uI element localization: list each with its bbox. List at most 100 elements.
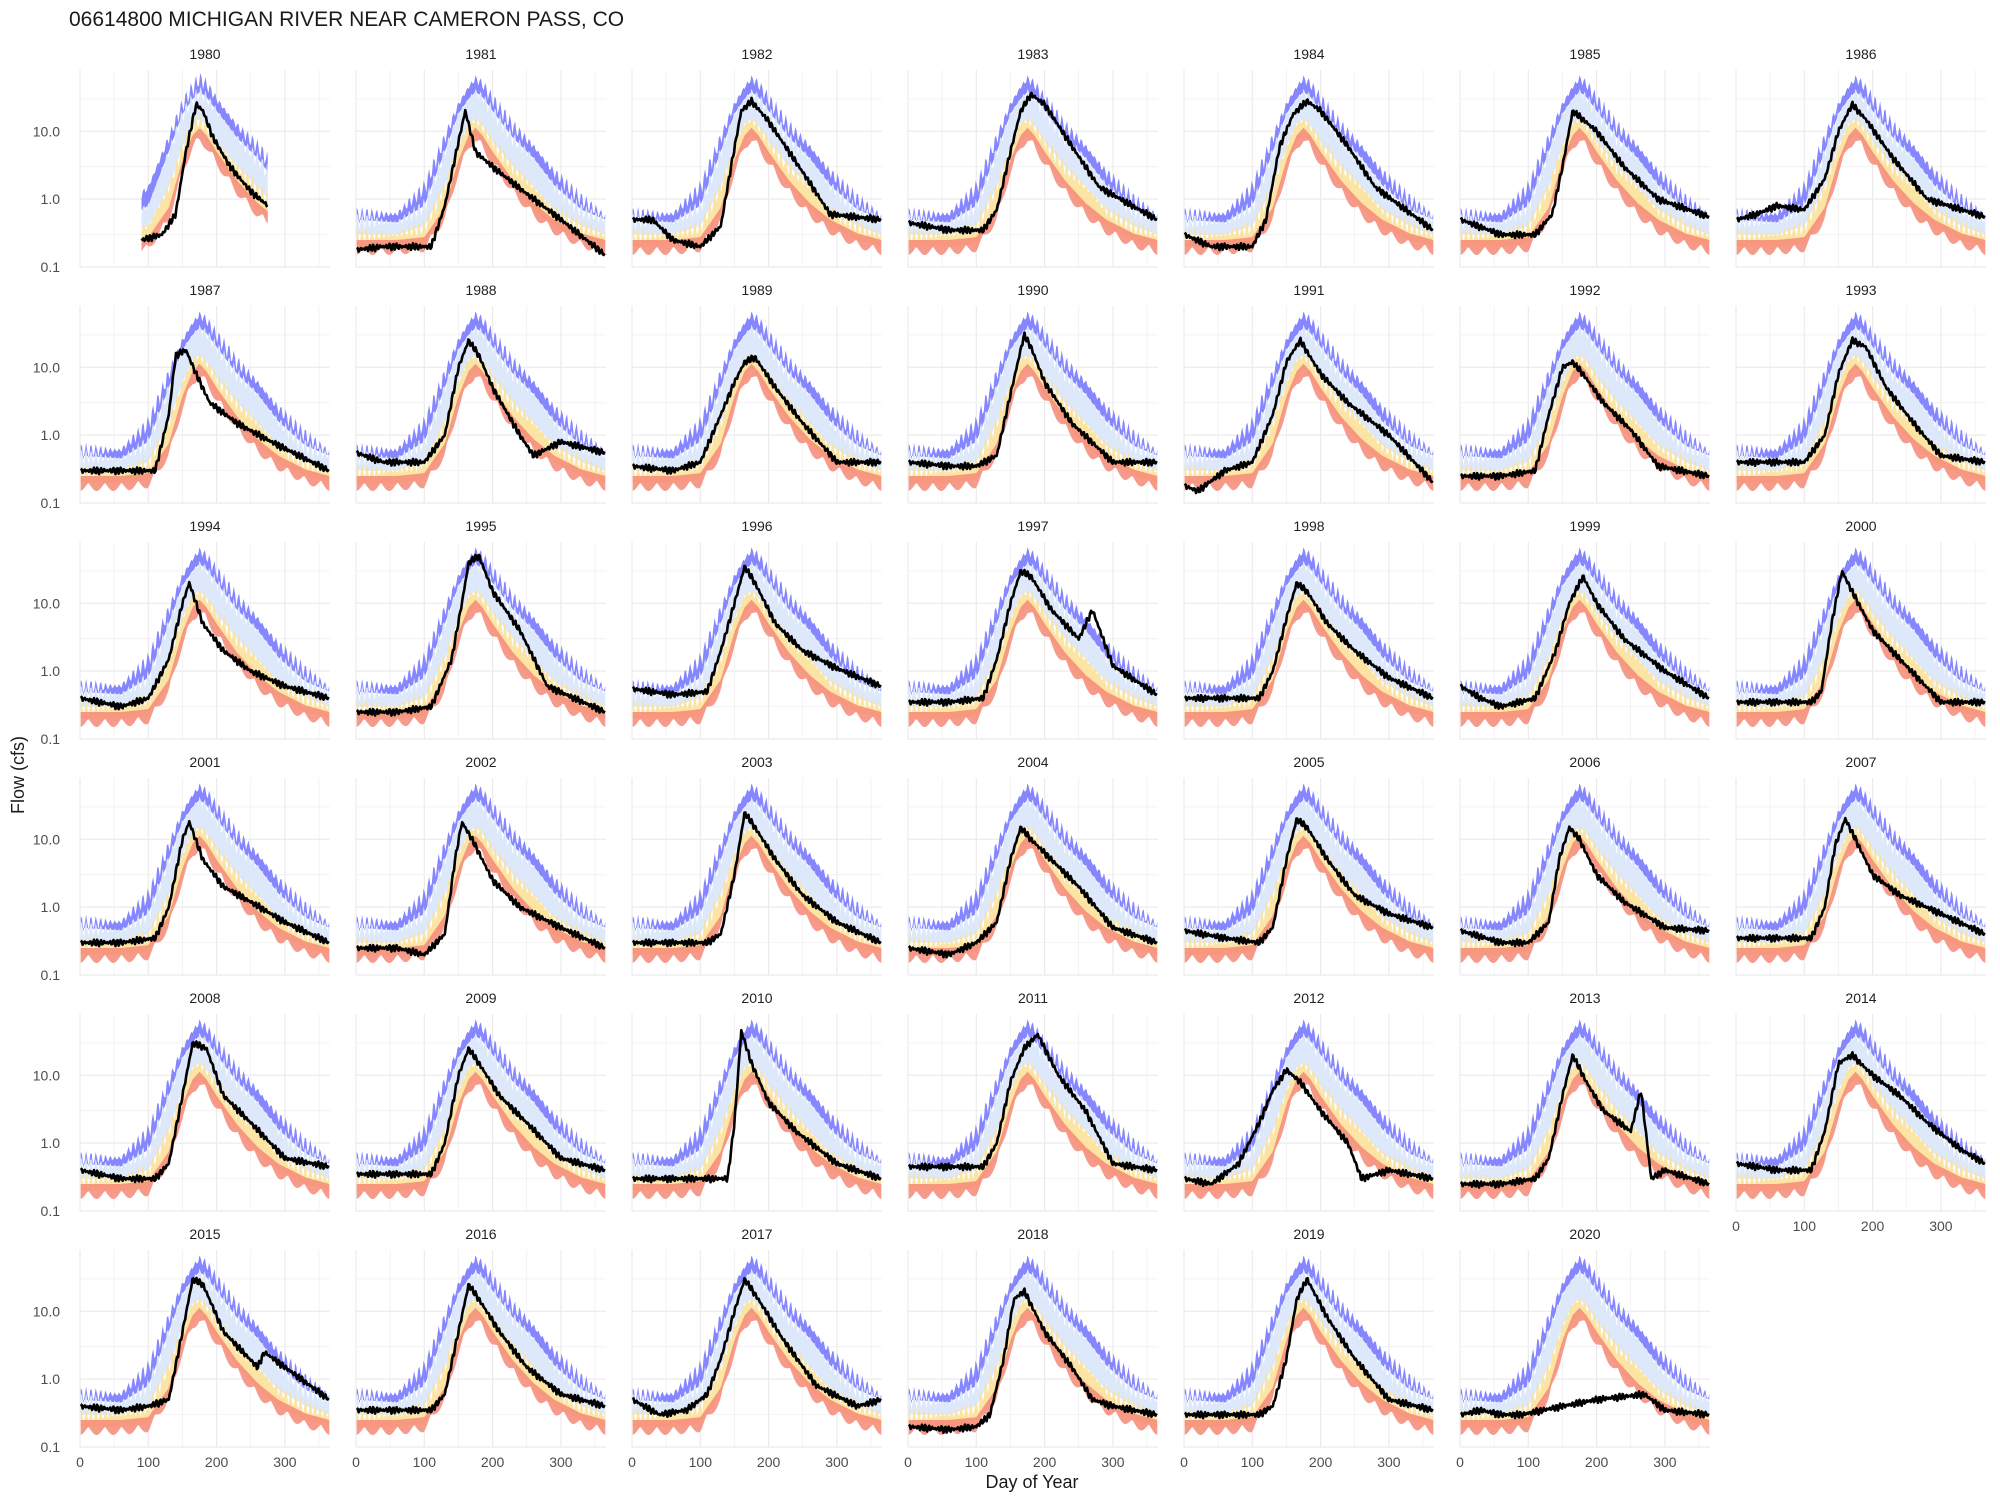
facet-strip-label: 2005 xyxy=(1293,754,1324,770)
facet-panel-1999: 1999 xyxy=(1459,518,1710,740)
facet-panel-1982: 1982 xyxy=(631,46,882,268)
facet-strip-label: 2002 xyxy=(465,754,496,770)
facet-strip-label: 1995 xyxy=(465,518,496,534)
band-high xyxy=(908,324,1158,471)
facet-panel-2018: 2018 0 100 200 300 xyxy=(904,1226,1158,1470)
facet-strip-label: 1980 xyxy=(189,46,220,62)
facet-panel-2012: 2012 xyxy=(1183,990,1434,1212)
x-tick-label: 100 xyxy=(1517,1454,1541,1470)
band-high xyxy=(356,88,606,235)
observed-flow-line-1990 xyxy=(907,331,1158,471)
x-tick-label: 300 xyxy=(549,1454,573,1470)
facet-strip-label: 1990 xyxy=(1017,282,1048,298)
band-high xyxy=(80,324,330,471)
facet-panel-1980: 1980 0.1 1.0 10.0 xyxy=(33,46,330,275)
facet-panel-1994: 1994 0.1 1.0 10.0 xyxy=(33,518,330,747)
y-tick-label: 0.1 xyxy=(41,495,61,511)
y-tick-label: 0.1 xyxy=(41,1439,61,1455)
band-low xyxy=(356,599,606,727)
observed-flow-line-2014 xyxy=(1735,1051,1986,1175)
x-tick-label: 200 xyxy=(205,1454,229,1470)
facet-strip-label: 2004 xyxy=(1017,754,1048,770)
band-high xyxy=(1736,324,1986,471)
facet-strip-label: 1994 xyxy=(189,518,220,534)
observed-flow-line-2017 xyxy=(631,1277,882,1418)
chart-title: 06614800 MICHIGAN RIVER NEAR CAMERON PAS… xyxy=(69,8,624,31)
observed-flow-line-2001 xyxy=(79,819,330,948)
x-tick-label: 0 xyxy=(628,1454,636,1470)
x-tick-label: 0 xyxy=(1180,1454,1188,1470)
facet-panel-2016: 2016 0 100 200 300 xyxy=(352,1226,606,1470)
observed-flow-line-2000 xyxy=(1735,569,1986,707)
band-high xyxy=(632,796,882,943)
facet-strip-label: 2010 xyxy=(741,990,772,1006)
facet-panel-1998: 1998 xyxy=(1183,518,1434,740)
band-high xyxy=(632,1268,882,1415)
observed-flow-line-2016 xyxy=(355,1282,606,1415)
observed-flow-line-1992 xyxy=(1459,359,1710,481)
band-low xyxy=(356,127,606,255)
x-tick-label: 0 xyxy=(76,1454,84,1470)
band-high xyxy=(1736,88,1986,235)
band-low xyxy=(1184,363,1434,491)
observed-flow-line-1999 xyxy=(1459,574,1710,711)
band-low xyxy=(632,363,882,491)
observed-flow-line-2013 xyxy=(1459,1053,1710,1189)
facet-strip-label: 1981 xyxy=(465,46,496,62)
x-tick-label: 200 xyxy=(1585,1454,1609,1470)
observed-flow-line-1982 xyxy=(631,96,882,250)
x-tick-label: 200 xyxy=(1861,1218,1885,1234)
x-tick-label: 0 xyxy=(352,1454,360,1470)
facet-strip-label: 1996 xyxy=(741,518,772,534)
y-tick-label: 10.0 xyxy=(33,1303,60,1319)
facet-panel-1990: 1990 xyxy=(907,282,1158,504)
band-low xyxy=(80,1307,330,1435)
observed-flow-line-1981 xyxy=(356,108,606,257)
band-low xyxy=(1184,127,1434,255)
observed-flow-line-1985 xyxy=(1459,109,1710,240)
facet-strip-label: 1984 xyxy=(1293,46,1324,62)
y-tick-label: 0.1 xyxy=(41,967,61,983)
facet-strip-label: 2020 xyxy=(1569,1226,1600,1242)
facet-strip-label: 1986 xyxy=(1845,46,1876,62)
observed-flow-line-2005 xyxy=(1183,817,1434,947)
observed-flow-line-2018 xyxy=(907,1287,1158,1434)
facet-strip-label: 2008 xyxy=(189,990,220,1006)
band-high xyxy=(1184,1032,1434,1179)
facet-strip-label: 2013 xyxy=(1569,990,1600,1006)
facet-panel-1988: 1988 xyxy=(355,282,606,504)
band-low xyxy=(80,599,330,727)
band-low xyxy=(1460,1071,1710,1199)
y-tick-label: 1.0 xyxy=(41,427,61,443)
facet-panel-2002: 2002 xyxy=(355,754,606,976)
band-low xyxy=(80,835,330,963)
facet-panel-1986: 1986 xyxy=(1735,46,1986,268)
band-high xyxy=(356,1268,606,1415)
facet-strip-label: 1991 xyxy=(1293,282,1324,298)
facet-panel-2010: 2010 xyxy=(631,990,882,1212)
band-low xyxy=(908,1307,1158,1435)
x-tick-label: 100 xyxy=(1793,1218,1817,1234)
facet-strip-label: 2000 xyxy=(1845,518,1876,534)
observed-flow-line-1983 xyxy=(907,91,1158,235)
observed-flow-line-1996 xyxy=(631,564,882,699)
y-tick-label: 0.1 xyxy=(41,1203,61,1219)
band-low xyxy=(632,1071,882,1199)
y-tick-label: 1.0 xyxy=(41,663,61,679)
facet-strip-label: 1992 xyxy=(1569,282,1600,298)
facet-strip-label: 1989 xyxy=(741,282,772,298)
facet-panel-2013: 2013 xyxy=(1459,990,1710,1212)
facet-strip-label: 1997 xyxy=(1017,518,1048,534)
band-low xyxy=(1184,599,1434,727)
observed-flow-line-2011 xyxy=(907,1032,1158,1174)
facet-panel-1991: 1991 xyxy=(1183,282,1434,504)
x-tick-label: 300 xyxy=(1929,1218,1953,1234)
y-tick-label: 1.0 xyxy=(41,1135,61,1151)
y-tick-label: 1.0 xyxy=(41,1371,61,1387)
band-high xyxy=(908,1032,1158,1179)
facet-strip-label: 1983 xyxy=(1017,46,1048,62)
y-tick-label: 0.1 xyxy=(41,731,61,747)
x-tick-label: 100 xyxy=(689,1454,713,1470)
band-high xyxy=(356,324,606,471)
